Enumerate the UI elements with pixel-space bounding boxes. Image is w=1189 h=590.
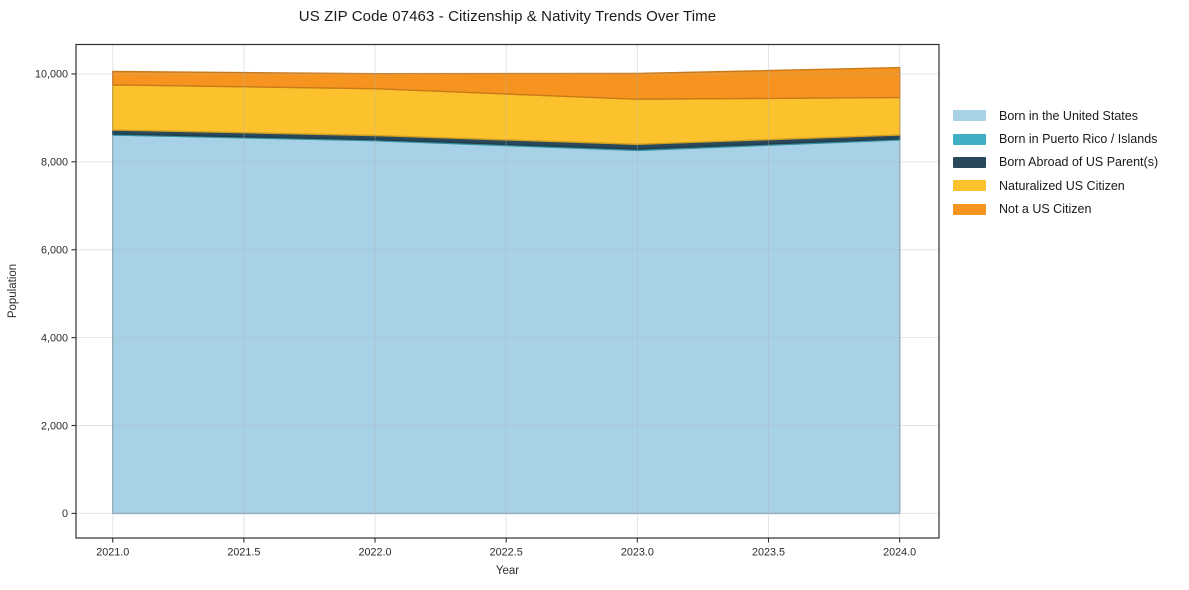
legend-label: Naturalized US Citizen [999,178,1125,193]
y-tick-label: 10,000 [35,69,68,81]
legend-swatch [953,180,986,192]
x-tick-label: 2021.0 [96,547,129,559]
y-tick-label: 8,000 [41,157,68,169]
legend-item: Naturalized US Citizen [953,174,1158,197]
chart-legend: Born in the United States Born in Puerto … [953,104,1158,221]
legend-label: Not a US Citizen [999,202,1092,217]
legend-item: Not a US Citizen [953,198,1158,221]
legend-swatch [953,203,986,215]
y-tick-label: 6,000 [41,245,68,257]
x-tick-label: 2021.5 [227,547,260,559]
legend-label: Born in Puerto Rico / Islands [999,132,1158,147]
y-tick-label: 2,000 [41,420,68,432]
axes-spines [75,43,940,539]
legend-item: Born Abroad of US Parent(s) [953,151,1158,174]
legend-label: Born in the United States [999,108,1138,123]
x-tick-label: 2023.0 [621,547,654,559]
legend-swatch [953,156,986,168]
y-axis-label: Population [7,263,19,319]
legend-item: Born in Puerto Rico / Islands [953,127,1158,150]
legend-swatch [953,110,986,122]
x-tick-label: 2022.5 [490,547,523,559]
legend-swatch [953,133,986,145]
area-band-4 [111,66,901,100]
y-tick-label: 0 [62,508,68,520]
x-axis-label: Year [495,565,520,577]
y-tick-label: 4,000 [41,332,68,344]
x-tick-label: 2024.0 [883,547,916,559]
x-tick-label: 2023.5 [752,547,785,559]
legend-item: Born in the United States [953,104,1158,127]
chart-title: US ZIP Code 07463 - Citizenship & Nativi… [298,8,717,25]
x-tick-label: 2022.0 [359,547,392,559]
legend-label: Born Abroad of US Parent(s) [999,155,1159,170]
